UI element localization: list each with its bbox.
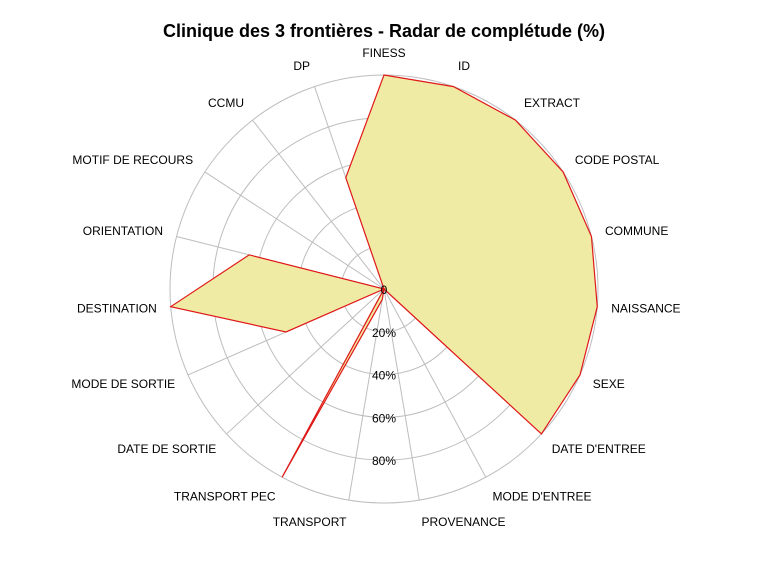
category-label: SEXE (593, 377, 625, 391)
category-label: TRANSPORT (273, 515, 347, 529)
category-label: DP (293, 59, 310, 73)
category-label: DESTINATION (77, 302, 157, 316)
category-label: EXTRACT (524, 96, 581, 110)
chart-title: Clinique des 3 frontières - Radar de com… (163, 21, 605, 41)
category-label: MODE DE SORTIE (71, 377, 175, 391)
category-label: CODE POSTAL (575, 153, 660, 167)
category-label: PROVENANCE (422, 515, 506, 529)
radial-tick-label: 20% (372, 326, 396, 340)
category-label: DATE DE SORTIE (117, 442, 216, 456)
grid-spoke (204, 171, 385, 290)
category-label: COMMUNE (605, 224, 668, 238)
grid-spoke (348, 288, 385, 501)
completeness-area (169, 74, 598, 478)
radial-tick-labels: 0 20% 40% 60% 80% (372, 283, 396, 468)
grid-spoke (383, 288, 420, 501)
grid-spoke (226, 288, 385, 435)
category-label: CCMU (208, 96, 244, 110)
radial-tick-label: 60% (372, 411, 396, 425)
category-label: DATE D'ENTREE (552, 442, 646, 456)
category-label: MODE D'ENTREE (493, 490, 592, 504)
category-label: NAISSANCE (611, 302, 680, 316)
category-label: TRANSPORT PEC (174, 490, 276, 504)
radial-tick-label: 0 (381, 283, 388, 297)
grid-spoke (252, 119, 385, 290)
category-label: FINESS (362, 46, 405, 60)
category-labels: FINESS ID EXTRACT CODE POSTAL COMMUNE NAISSAN… (71, 46, 680, 529)
category-label: ORIENTATION (83, 224, 163, 238)
radial-tick-label: 40% (372, 369, 396, 383)
category-label: MOTIF DE RECOURS (72, 153, 193, 167)
radial-tick-label: 80% (372, 454, 396, 468)
grid-spoke (383, 288, 487, 478)
radar-data (169, 74, 598, 478)
category-label: ID (458, 59, 470, 73)
